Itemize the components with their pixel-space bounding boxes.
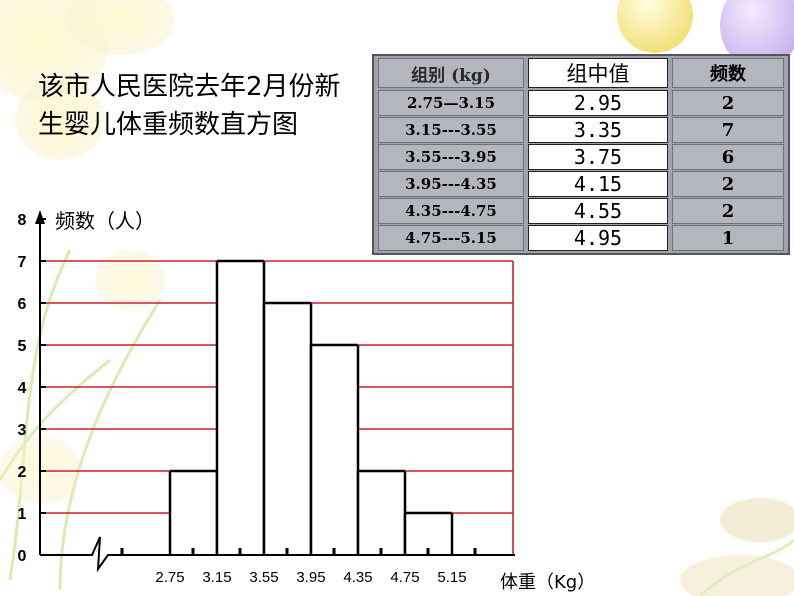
chart-title: 该市人民医院去年2月份新生婴儿体重频数直方图 [38, 72, 341, 140]
cell-group: 4.35---4.75 [378, 198, 524, 224]
x-axis-label: 体重（Kg） [500, 572, 595, 593]
cell-frequency: 2 [672, 198, 784, 224]
y-tick-label: 8 [18, 212, 27, 229]
cell-mid-value: 4.55 [528, 198, 668, 224]
flower-decoration-bottom-right [680, 498, 794, 596]
cell-frequency: 2 [672, 90, 784, 116]
y-tick-label: 4 [18, 380, 27, 397]
histogram-bar [217, 261, 264, 555]
y-tick-label: 5 [18, 338, 27, 355]
cell-group: 3.55---3.95 [378, 144, 524, 170]
y-tick-label: 6 [18, 296, 27, 313]
frequency-table: 组别 (kg) 组中值 频数 2.75—3.15 2.95 2 3.15---3.55 3.3… [372, 54, 790, 255]
y-tick-label: 3 [18, 422, 27, 439]
histogram-bar [264, 303, 311, 555]
cell-frequency: 6 [672, 144, 784, 170]
flower-decoration-top-left [0, 0, 175, 160]
cell-mid-value: 3.35 [528, 117, 668, 143]
y-tick-label: 2 [18, 464, 27, 481]
header-mid-value: 组中值 [528, 58, 668, 88]
x-tick-label: 4.35 [343, 569, 372, 586]
cell-frequency: 1 [672, 225, 784, 251]
cell-frequency: 2 [672, 171, 784, 197]
cell-mid-value: 4.95 [528, 225, 668, 251]
cell-group: 2.75—3.15 [378, 90, 524, 116]
x-tick-label: 3.15 [202, 569, 231, 586]
header-group: 组别 (kg) [378, 58, 524, 88]
x-axis [40, 536, 515, 573]
cell-mid-value: 2.95 [528, 90, 668, 116]
histogram-bar [358, 471, 405, 555]
histogram-bar [170, 471, 217, 555]
balloon-decoration [617, 0, 794, 70]
cell-mid-value: 4.15 [528, 171, 668, 197]
header-frequency: 频数 [672, 58, 784, 88]
cell-group: 4.75---5.15 [378, 225, 524, 251]
y-tick-label: 1 [18, 506, 27, 523]
y-axis-label: 频数（人） [55, 209, 155, 233]
cell-group: 3.95---4.35 [378, 171, 524, 197]
histogram-bar [311, 345, 358, 555]
cell-group: 3.15---3.55 [378, 117, 524, 143]
x-tick-label: 3.95 [296, 569, 325, 586]
y-axis-arrow [35, 210, 45, 224]
x-tick-label: 4.75 [390, 569, 419, 586]
y-tick-label: 0 [18, 548, 27, 565]
y-tick-label: 7 [18, 254, 27, 271]
cell-frequency: 7 [672, 117, 784, 143]
cell-mid-value: 3.75 [528, 144, 668, 170]
x-tick-label: 3.55 [249, 569, 278, 586]
x-tick-label: 5.15 [437, 569, 466, 586]
x-tick-label: 2.75 [155, 569, 184, 586]
